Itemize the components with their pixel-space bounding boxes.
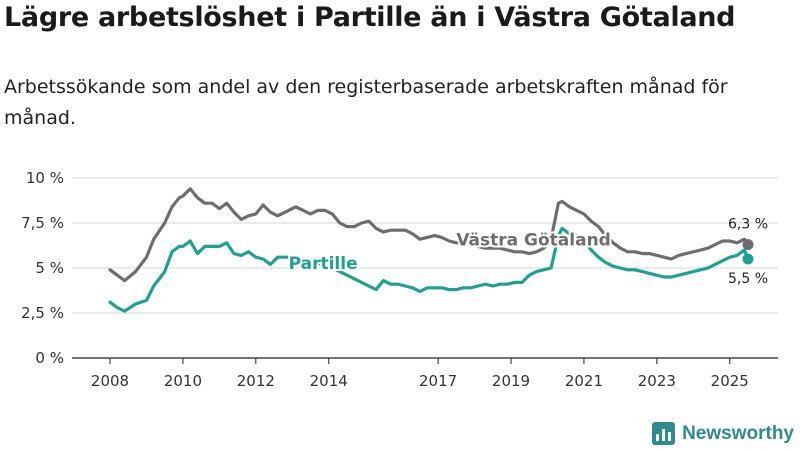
series-line-vastra-gotaland bbox=[108, 187, 750, 283]
x-tick-label: 2008 bbox=[91, 372, 129, 390]
end-point-partille bbox=[742, 253, 754, 265]
x-tick-label: 2017 bbox=[419, 372, 457, 390]
y-tick-label: 2,5 % bbox=[21, 304, 64, 322]
series-label-vastra-gotaland: Västra Götaland bbox=[456, 231, 611, 251]
x-tick-label: 2012 bbox=[237, 372, 275, 390]
x-tick-label: 2010 bbox=[164, 372, 202, 390]
y-tick-label: 0 % bbox=[35, 349, 64, 367]
brand-name: Newsworthy bbox=[682, 422, 794, 444]
x-tick-label: 2025 bbox=[711, 372, 749, 390]
x-tick-label: 2021 bbox=[565, 372, 603, 390]
y-tick-label: 10 % bbox=[26, 169, 64, 187]
brand-logo: Newsworthy bbox=[652, 422, 794, 445]
x-tick-label: 2023 bbox=[638, 372, 676, 390]
y-tick-label: 7,5 % bbox=[21, 214, 64, 232]
series-label-partille: Partille bbox=[289, 254, 358, 274]
bar-chart-logo-icon bbox=[652, 422, 676, 445]
end-value-label-vastra-gotaland: 6,3 % bbox=[728, 217, 768, 233]
page-title: Lägre arbetslöshet i Partille än i Västr… bbox=[4, 2, 736, 33]
x-tick-label: 2014 bbox=[310, 372, 348, 390]
end-value-label-partille: 5,5 % bbox=[728, 271, 768, 287]
chart-subtitle: Arbetssökande som andel av den registerb… bbox=[4, 76, 728, 129]
x-tick-label: 2019 bbox=[492, 372, 530, 390]
end-point-vastra-gotaland bbox=[742, 239, 754, 251]
series-line-partille bbox=[108, 226, 750, 313]
y-tick-label: 5 % bbox=[35, 259, 64, 277]
